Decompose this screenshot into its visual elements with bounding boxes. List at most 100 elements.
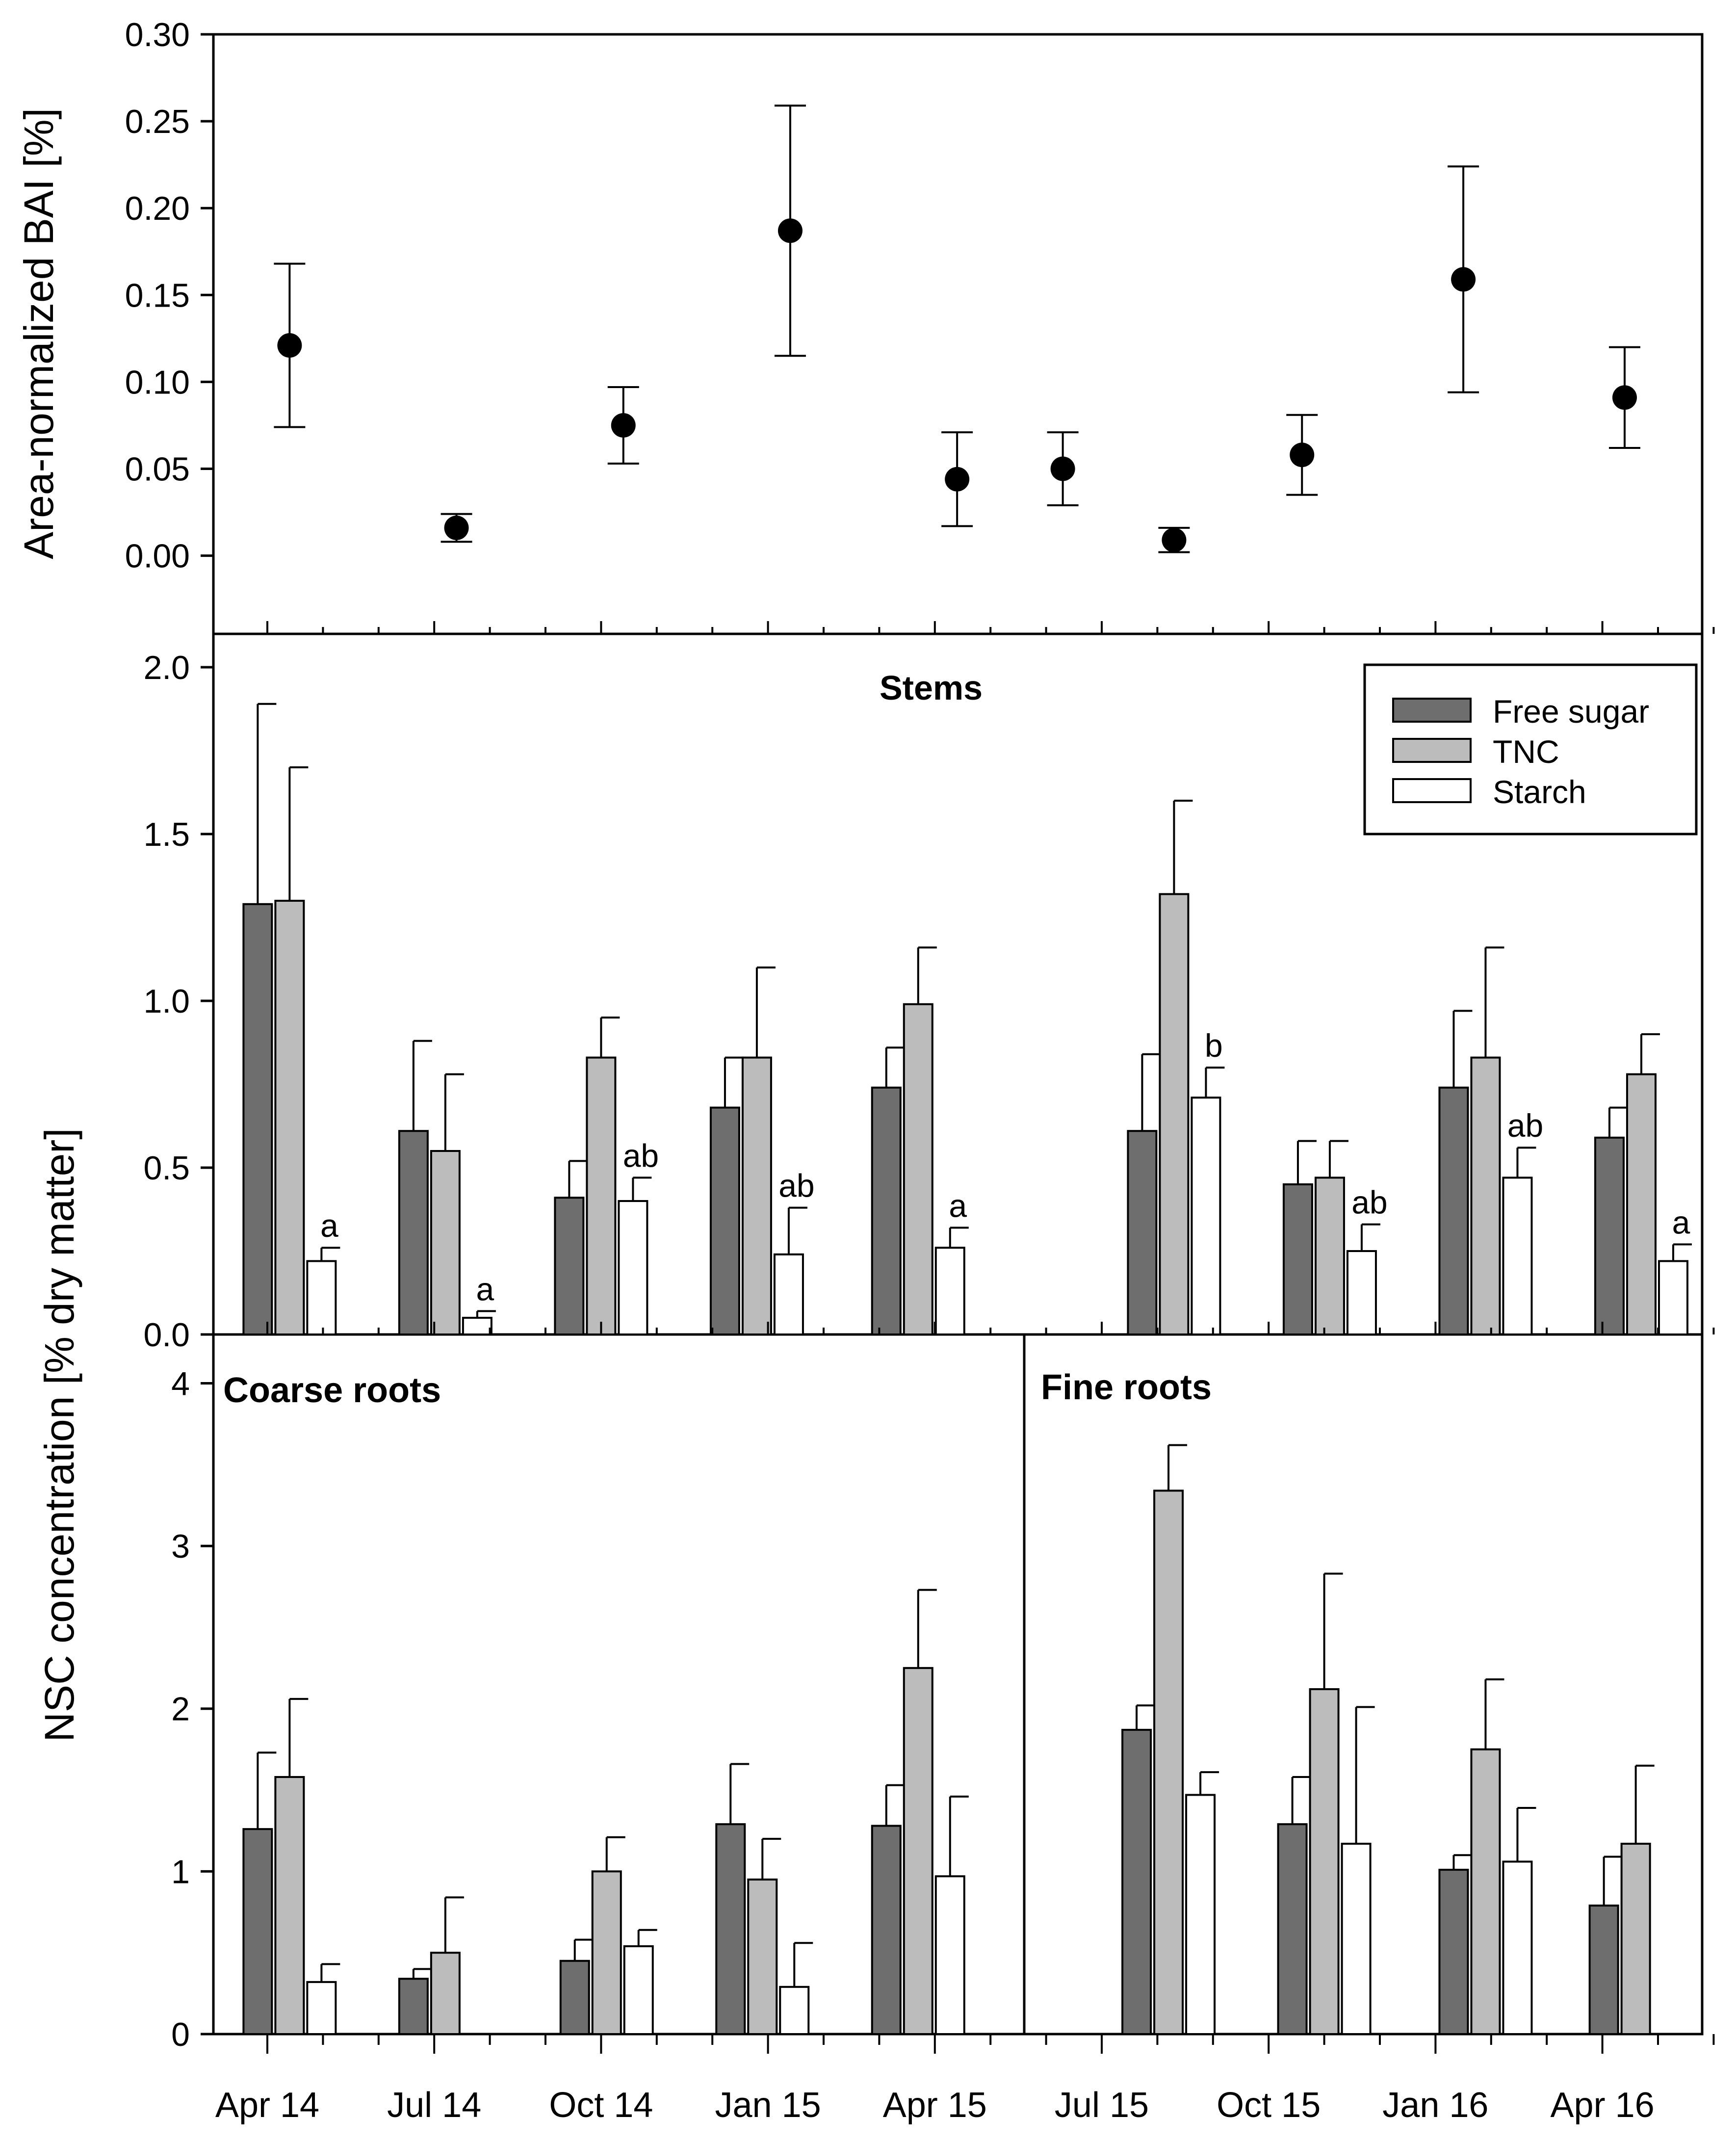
stems-y-tick-label: 1.5	[143, 816, 190, 853]
coarse-roots-bar-tnc	[747, 1878, 778, 2035]
stems-bar-free-sugar	[871, 1086, 902, 1336]
bai-y-tick-label: 0.25	[125, 103, 190, 140]
x-tick-label: Jul 15	[1055, 2086, 1149, 2125]
bai-data-point	[1290, 443, 1315, 468]
x-tick-label: Jan 16	[1382, 2086, 1488, 2125]
fine-roots-bar-tnc	[1620, 1842, 1651, 2035]
roots-panel: 0 1 2 3 4	[171, 1365, 1655, 2053]
legend-label-starch: Starch	[1493, 774, 1586, 810]
stems-bar-tnc	[1314, 1176, 1345, 1335]
stems-bar-tnc	[1470, 1056, 1501, 1336]
roots-y-tick-label: 2	[171, 1691, 190, 1728]
legend-swatch-tnc	[1392, 738, 1472, 763]
bai-y-tick-label: 0.20	[125, 190, 190, 227]
fine-roots-bar-starch	[1341, 1842, 1372, 2035]
coarse-roots-bar-free-sugar	[871, 1825, 902, 2036]
stems-significance-letter: ab	[778, 1168, 814, 1204]
legend-label-tnc: TNC	[1493, 733, 1559, 770]
stems-bar-starch	[1502, 1176, 1533, 1335]
bai-y-tick-label: 0.05	[125, 451, 190, 488]
bai-y-tick-label: 0.30	[125, 16, 190, 53]
bai-y-axis-label: Area-normalized BAI [%]	[16, 108, 62, 559]
stems-bar-free-sugar	[1594, 1136, 1625, 1336]
fine-roots-bar-tnc	[1470, 1748, 1501, 2035]
stems-bar-free-sugar	[554, 1197, 585, 1335]
bai-data-point	[1612, 385, 1637, 410]
bai-y-tick-label: 0.15	[125, 277, 190, 314]
x-tick-label: Apr 16	[1551, 2086, 1655, 2125]
stems-bar-tnc	[430, 1150, 461, 1335]
stems-bar-starch	[462, 1317, 492, 1335]
top-panel-frame	[212, 33, 1704, 635]
stems-y-tick-label: 0.5	[143, 1150, 190, 1187]
stems-bar-free-sugar	[709, 1106, 740, 1336]
nsc-y-axis-label: NSC concentration [% dry matter]	[36, 1128, 82, 1742]
bai-data-point	[444, 515, 469, 540]
coarse-roots-bar-tnc	[591, 1870, 622, 2035]
fine-roots-bar-free-sugar	[1121, 1728, 1152, 2035]
x-axis: Apr 14 Jul 14 Oct 14 Jan 15 Apr 15 Jul 15 Oct …	[215, 2034, 1715, 2125]
bai-data-point	[777, 218, 803, 243]
stems-bar-starch	[773, 1253, 804, 1336]
stems-significance-letter: ab	[1507, 1107, 1543, 1144]
bai-panel: 0.00 0.05 0.10 0.15 0.20 0.25 0.30	[125, 16, 1715, 634]
fine-roots-title: Fine roots	[1041, 1368, 1212, 1407]
stems-significance-letter: b	[1205, 1027, 1223, 1064]
legend-swatch-free-sugar	[1392, 698, 1472, 723]
stems-significance-letter: a	[1672, 1204, 1690, 1240]
stems-bar-tnc	[741, 1056, 772, 1336]
stems-bar-tnc	[586, 1056, 617, 1336]
stems-bar-tnc	[1626, 1073, 1657, 1336]
coarse-roots-title: Coarse roots	[223, 1371, 441, 1410]
legend-label-free-sugar: Free sugar	[1493, 693, 1649, 730]
fine-roots-bar-tnc	[1153, 1490, 1184, 2035]
coarse-roots-bar-tnc	[430, 1952, 461, 2035]
fine-roots-bar-free-sugar	[1588, 1905, 1619, 2035]
stems-bar-tnc	[903, 1003, 933, 1336]
stems-bar-free-sugar	[242, 903, 273, 1336]
stems-bar-tnc	[1159, 893, 1190, 1335]
stems-significance-letter: a	[320, 1207, 338, 1244]
stems-significance-letter: ab	[1351, 1184, 1387, 1221]
stems-bar-starch	[934, 1247, 965, 1335]
legend: Free sugar TNC Starch	[1363, 663, 1698, 836]
bai-data-point	[945, 467, 970, 492]
bai-data-point	[1050, 456, 1075, 481]
stems-bar-free-sugar	[1438, 1086, 1469, 1336]
bai-data-point	[1162, 527, 1187, 552]
x-tick-label: Jan 15	[715, 2086, 821, 2125]
coarse-roots-bar-free-sugar	[559, 1960, 590, 2035]
coarse-roots-bar-starch	[779, 1986, 810, 2035]
fine-roots-bar-free-sugar	[1277, 1823, 1308, 2035]
roots-y-tick-label: 0	[171, 2016, 190, 2053]
fine-roots-bar-free-sugar	[1438, 1869, 1469, 2036]
stems-y-tick-label: 0.0	[143, 1316, 190, 1354]
stems-y-tick-label: 1.0	[143, 983, 190, 1020]
x-tick-label: Oct 15	[1217, 2086, 1321, 2125]
stems-bar-starch	[1191, 1097, 1221, 1335]
coarse-roots-bar-free-sugar	[242, 1828, 273, 2036]
legend-swatch-starch	[1392, 778, 1472, 803]
coarse-roots-bar-tnc	[274, 1776, 305, 2035]
x-tick-label: Oct 14	[549, 2086, 653, 2125]
stems-bar-tnc	[274, 900, 305, 1335]
stems-title: Stems	[880, 669, 983, 707]
bai-y-tick-label: 0.10	[125, 364, 190, 401]
coarse-roots-bar-starch	[306, 1981, 337, 2036]
coarse-roots-bar-free-sugar	[715, 1823, 746, 2035]
bai-y-tick-label: 0.00	[125, 538, 190, 575]
stems-bar-starch	[1658, 1260, 1688, 1335]
x-tick-label: Apr 14	[215, 2086, 319, 2125]
stems-bar-free-sugar	[398, 1130, 429, 1335]
stems-bar-starch	[306, 1260, 337, 1335]
stems-significance-letter: a	[949, 1187, 967, 1224]
coarse-roots-bar-tnc	[903, 1667, 933, 2035]
stems-bar-free-sugar	[1282, 1183, 1313, 1335]
fine-roots-bar-tnc	[1309, 1688, 1340, 2035]
stems-bar-starch	[1346, 1250, 1377, 1335]
fine-roots-bar-starch	[1185, 1794, 1216, 2036]
stems-bar-free-sugar	[1127, 1130, 1158, 1335]
bai-data-point	[611, 413, 636, 438]
